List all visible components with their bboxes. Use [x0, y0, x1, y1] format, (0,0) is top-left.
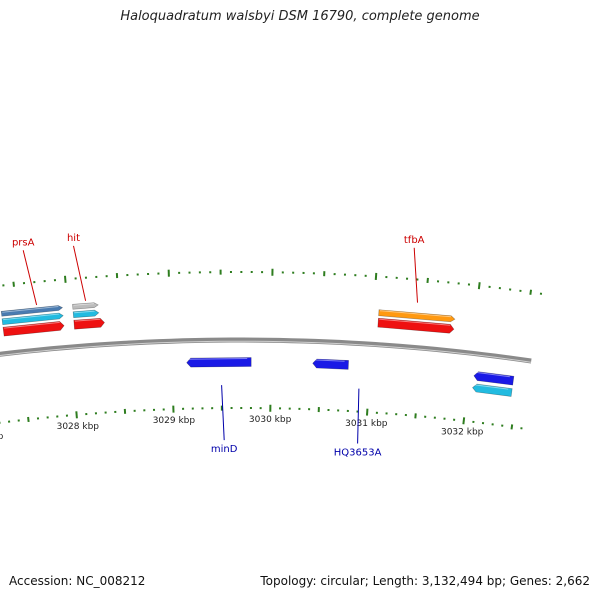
- scale-tick-label: 3030 kbp: [249, 415, 292, 425]
- gene-feature-highlight: [379, 310, 452, 318]
- gene-feature: [472, 383, 513, 397]
- major-tick-inner: [462, 417, 466, 425]
- major-tick-outer: [64, 275, 67, 283]
- genome-backbone: [0, 337, 532, 364]
- major-tick-outer: [477, 282, 481, 290]
- gene-feature: [186, 357, 252, 368]
- gene-feature: [72, 309, 100, 319]
- gene-feature-highlight: [187, 358, 248, 360]
- minor-tick-inner: [27, 416, 30, 423]
- gene-feature-highlight: [3, 313, 60, 321]
- map-title: Haloquadratum walsbyi DSM 16790, complet…: [120, 9, 480, 24]
- scale-tick-label: 3032 kbp: [441, 428, 484, 438]
- label-leader-line: [22, 250, 38, 306]
- gene-feature-highlight: [74, 310, 95, 314]
- label-leader-line: [413, 247, 418, 303]
- gene-feature: [1, 312, 64, 326]
- label-leader-line: [357, 388, 360, 444]
- feature-layer: [0, 302, 515, 397]
- gene-feature: [73, 317, 105, 330]
- minor-tick-outer: [12, 281, 15, 287]
- label-leader-line: [221, 385, 225, 441]
- gene-feature: [473, 371, 515, 386]
- genome-backbone-highlight: [0, 340, 532, 363]
- major-tick-inner: [75, 411, 78, 419]
- gene-label: HQ3653A: [334, 448, 382, 459]
- gene-feature-highlight: [74, 318, 101, 322]
- label-layer: HQ3649AprsAhittfbAminDHQ3653A: [12, 233, 425, 459]
- gene-label: tfbA: [404, 235, 425, 246]
- gene-feature-highlight: [475, 371, 510, 378]
- gene-feature-highlight: [73, 303, 95, 306]
- gene-feature-highlight: [2, 306, 59, 313]
- minor-tick-outer: [529, 289, 533, 295]
- backbone-layer: [0, 337, 532, 364]
- gene-feature: [72, 302, 99, 310]
- gene-feature-highlight: [313, 359, 345, 362]
- gene-feature: [2, 321, 65, 337]
- gene-label: hit: [67, 233, 80, 244]
- genome-stats-text: Topology: circular; Length: 3,132,494 bp…: [260, 574, 590, 588]
- gene-feature: [0, 305, 64, 317]
- scale-tick-label: 3029 kbp: [153, 416, 196, 426]
- gene-feature-highlight: [4, 321, 60, 329]
- gene-feature: [377, 317, 455, 334]
- gene-feature: [312, 358, 349, 370]
- gene-feature-highlight: [379, 318, 451, 326]
- gene-label: minD: [211, 444, 238, 455]
- accession-text: Accession: NC_008212: [9, 574, 146, 588]
- gene-label: prsA: [12, 237, 35, 248]
- scale-tick-label: 3028 kbp: [57, 422, 100, 432]
- scale-tick-label: 3031 kbp: [345, 419, 388, 429]
- gene-feature: [378, 309, 456, 323]
- minor-tick-inner: [510, 424, 514, 430]
- gene-feature-highlight: [473, 384, 509, 390]
- label-leader-line: [73, 245, 87, 301]
- scale-tick-label: 3027 kbp: [0, 432, 4, 442]
